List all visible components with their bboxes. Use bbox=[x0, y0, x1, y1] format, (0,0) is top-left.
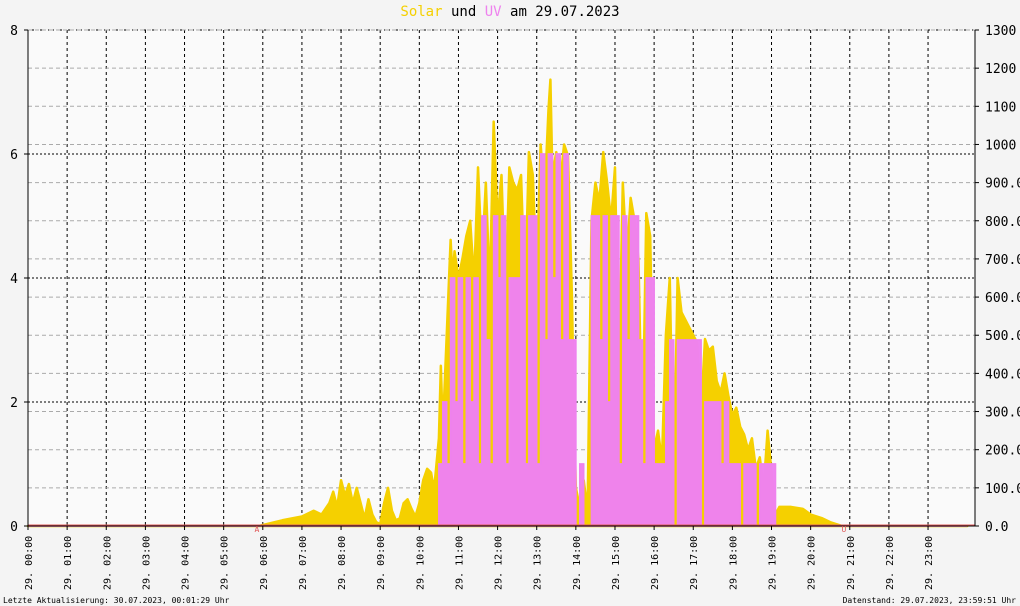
x-tick-label: 29. 20:00 bbox=[807, 536, 818, 590]
chart-tick-labels: 0 2 4 6 8 0.0 100.0 200.0 300.0 400.0 500.0 600.0 70… bbox=[10, 24, 1020, 590]
x-tick-label: 29. 05:00 bbox=[220, 536, 231, 590]
uv-series-overlay bbox=[28, 153, 968, 527]
x-tick-label: 29. 14:00 bbox=[572, 536, 583, 590]
y-right-tick-label: 300.0 bbox=[985, 406, 1020, 421]
sun-marker-label: U bbox=[841, 525, 846, 534]
y-right-tick-label: 1000 bbox=[985, 138, 1016, 153]
x-tick-label: 29. 06:00 bbox=[259, 536, 270, 590]
x-tick-label: 29. 12:00 bbox=[494, 536, 505, 590]
y-left-tick-label: 4 bbox=[10, 272, 18, 287]
x-tick-label: 29. 02:00 bbox=[102, 536, 113, 590]
x-tick-label: 29. 08:00 bbox=[337, 536, 348, 590]
footer-last-update: Letzte Aktualisierung: 30.07.2023, 00:01… bbox=[3, 596, 230, 605]
y-right-tick-label: 1100 bbox=[985, 100, 1016, 115]
x-tick-label: 29. 18:00 bbox=[728, 536, 739, 590]
chart-title: Solar und UV am 29.07.2023 bbox=[0, 4, 1020, 20]
chart-series bbox=[26, 78, 969, 528]
x-tick-label: 29. 11:00 bbox=[454, 536, 465, 590]
x-tick-label: 29. 07:00 bbox=[298, 536, 309, 590]
y-right-tick-label: 1200 bbox=[985, 62, 1016, 77]
x-tick-label: 29. 09:00 bbox=[376, 536, 387, 590]
y-right-tick-label: 700.0 bbox=[985, 253, 1020, 268]
x-tick-label: 29. 21:00 bbox=[846, 536, 857, 590]
x-tick-label: 29. 22:00 bbox=[885, 536, 896, 590]
y-right-tick-label: 500.0 bbox=[985, 329, 1020, 344]
y-right-tick-label: 100.0 bbox=[985, 482, 1020, 497]
title-uv: UV bbox=[484, 4, 502, 20]
title-solar: Solar bbox=[400, 4, 443, 20]
footer-data-status: Datenstand: 29.07.2023, 23:59:51 Uhr bbox=[842, 596, 1016, 605]
x-tick-label: 29. 19:00 bbox=[768, 536, 779, 590]
y-left-tick-label: 8 bbox=[10, 24, 18, 39]
x-tick-label: 29. 23:00 bbox=[924, 536, 935, 590]
x-tick-label: 29. 04:00 bbox=[181, 536, 192, 590]
y-right-tick-label: 1300 bbox=[985, 24, 1016, 39]
y-right-tick-label: 600.0 bbox=[985, 291, 1020, 306]
y-right-tick-label: 800.0 bbox=[985, 215, 1020, 230]
y-left-tick-label: 2 bbox=[10, 396, 18, 411]
title-und: und bbox=[450, 4, 477, 20]
x-tick-label: 29. 17:00 bbox=[689, 536, 700, 590]
x-tick-label: 29. 10:00 bbox=[415, 536, 426, 590]
title-date: am 29.07.2023 bbox=[510, 4, 620, 20]
y-right-tick-label: 900.0 bbox=[985, 177, 1020, 192]
x-tick-label: 29. 16:00 bbox=[650, 536, 661, 590]
y-left-tick-label: 6 bbox=[10, 148, 18, 163]
y-right-tick-label: 200.0 bbox=[985, 444, 1020, 459]
x-tick-label: 29. 03:00 bbox=[141, 536, 152, 590]
sun-marker-label: A bbox=[255, 525, 260, 534]
x-tick-label: 29. 15:00 bbox=[611, 536, 622, 590]
chart-axes bbox=[24, 29, 979, 530]
y-left-tick-label: 0 bbox=[10, 520, 18, 535]
y-right-tick-label: 0.0 bbox=[985, 520, 1008, 535]
x-tick-label: 29. 13:00 bbox=[533, 536, 544, 590]
y-right-tick-label: 400.0 bbox=[985, 367, 1020, 382]
x-tick-label: 29. 00:00 bbox=[24, 536, 35, 590]
x-tick-label: 29. 01:00 bbox=[63, 536, 74, 590]
